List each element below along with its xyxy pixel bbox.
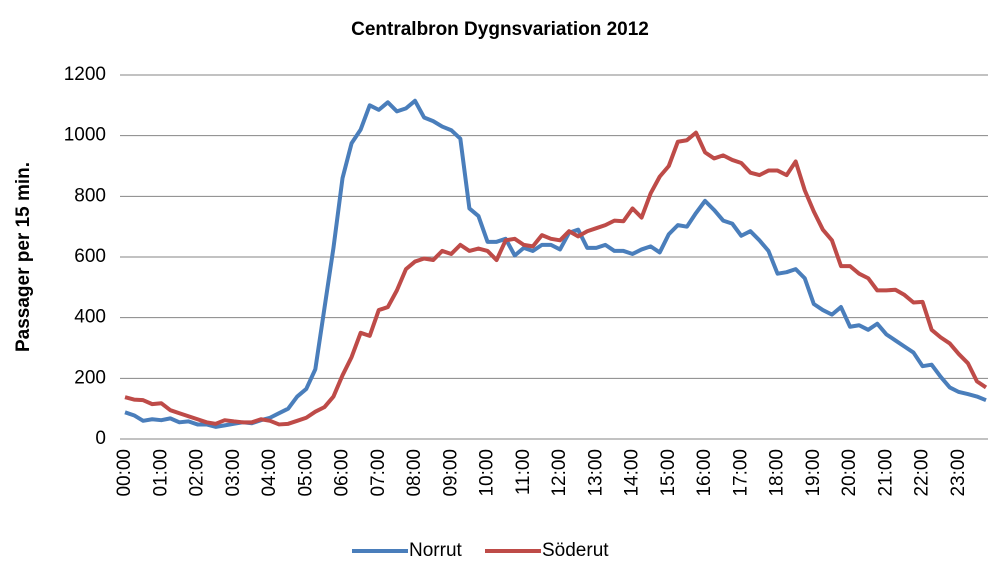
- legend-label: Norrut: [409, 540, 463, 561]
- x-tick-label: 02:00: [187, 449, 208, 497]
- y-axis-title: Passager per 15 min.: [13, 162, 34, 352]
- x-tick-label: 14:00: [622, 449, 643, 497]
- y-tick-label: 1000: [64, 125, 106, 146]
- x-tick-label: 07:00: [368, 449, 389, 497]
- x-tick-label: 19:00: [803, 449, 824, 497]
- x-tick-label: 12:00: [549, 449, 570, 497]
- x-tick-label: 18:00: [767, 449, 788, 497]
- y-tick-label: 0: [95, 428, 106, 449]
- x-tick-label: 20:00: [839, 449, 860, 497]
- x-tick-label: 23:00: [948, 449, 969, 497]
- y-tick-label: 1200: [64, 64, 106, 85]
- y-tick-label: 200: [74, 367, 106, 388]
- x-tick-label: 10:00: [477, 449, 498, 497]
- y-tick-label: 400: [74, 307, 106, 328]
- x-tick-label: 09:00: [440, 449, 461, 497]
- y-tick-label: 600: [74, 246, 106, 267]
- x-tick-label: 00:00: [114, 449, 135, 497]
- x-tick-label: 03:00: [223, 449, 244, 497]
- x-tick-label: 04:00: [259, 449, 280, 497]
- y-tick-label: 800: [74, 185, 106, 206]
- x-tick-label: 22:00: [912, 449, 933, 497]
- x-tick-label: 06:00: [332, 449, 353, 497]
- legend-label: Söderut: [542, 540, 609, 561]
- x-tick-label: 05:00: [295, 449, 316, 497]
- x-tick-label: 08:00: [404, 449, 425, 497]
- x-tick-label: 15:00: [658, 449, 679, 497]
- x-tick-label: 16:00: [694, 449, 715, 497]
- x-tick-label: 21:00: [875, 449, 896, 497]
- x-tick-label: 13:00: [585, 449, 606, 497]
- chart-title: Centralbron Dygnsvariation 2012: [351, 19, 649, 40]
- x-tick-label: 17:00: [730, 449, 751, 497]
- x-tick-label: 01:00: [150, 449, 171, 497]
- series-line: [124, 98, 987, 429]
- series-line: [124, 130, 988, 427]
- x-tick-label: 11:00: [513, 449, 534, 495]
